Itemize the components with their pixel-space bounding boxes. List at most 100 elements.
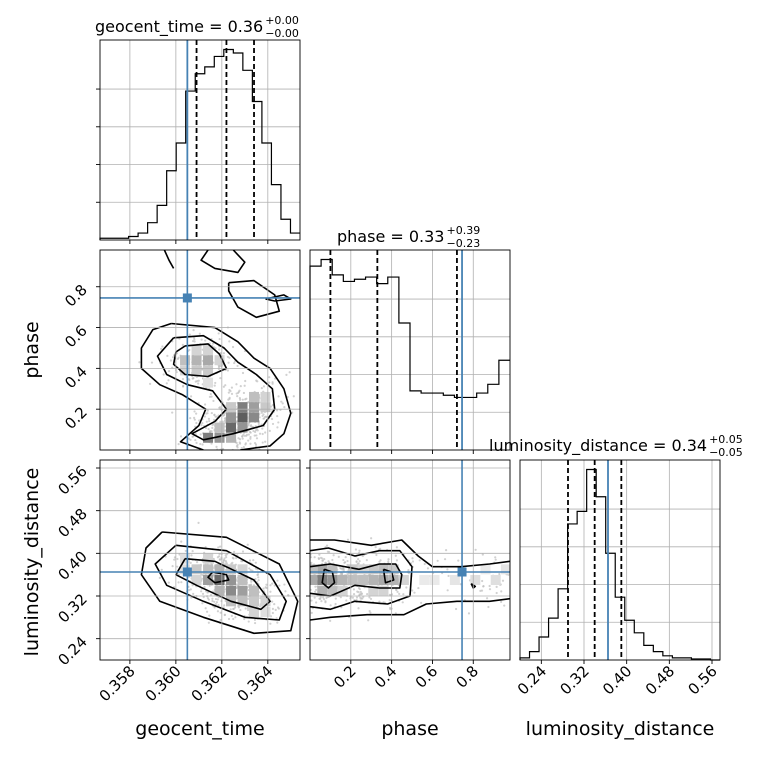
scatter-point — [331, 558, 334, 562]
scatter-point — [199, 433, 202, 436]
scatter-point — [319, 556, 323, 559]
scatter-point — [238, 389, 241, 392]
scatter-point — [357, 558, 360, 561]
contour-line — [140, 531, 299, 635]
density-cell — [368, 585, 379, 596]
scatter-point — [304, 568, 306, 570]
scatter-point — [268, 376, 271, 379]
scatter-point — [222, 452, 224, 454]
x-tick-label-luminosity_distance: 0.56 — [684, 662, 720, 698]
scatter-point — [273, 603, 276, 606]
scatter-point — [301, 573, 303, 575]
scatter-point — [223, 456, 225, 458]
scatter-point — [218, 337, 221, 341]
density-cell — [203, 575, 214, 585]
joint-inner — [285, 537, 528, 622]
scatter-point — [283, 583, 286, 586]
scatter-point — [444, 549, 448, 552]
density-cell — [203, 432, 214, 443]
scatter-point — [255, 434, 258, 437]
scatter-point — [498, 572, 501, 576]
scatter-point — [368, 609, 371, 613]
scatter-point — [138, 361, 141, 364]
scatter-point — [359, 596, 362, 599]
density-cell — [237, 402, 248, 413]
x-axis-label-phase: phase — [381, 718, 438, 740]
scatter-point — [277, 607, 281, 610]
scatter-point — [310, 556, 313, 559]
scatter-point — [351, 596, 354, 599]
scatter-point — [189, 417, 192, 420]
density-cell — [180, 553, 191, 564]
contour-line — [140, 322, 207, 450]
y-tick-label-phase: 0.6 — [61, 322, 91, 352]
scatter-point — [254, 561, 257, 564]
scatter-point — [285, 561, 287, 563]
scatter-point — [285, 373, 288, 376]
scatter-point — [271, 422, 275, 426]
scatter-point — [227, 391, 230, 394]
density-cell — [203, 345, 214, 355]
scatter-point — [239, 385, 242, 388]
scatter-point — [160, 568, 163, 571]
scatter-point — [166, 354, 169, 357]
scatter-point — [230, 562, 233, 565]
scatter-point — [510, 574, 512, 576]
scatter-point — [344, 556, 347, 559]
scatter-point — [221, 561, 225, 565]
density-cell — [237, 422, 248, 433]
scatter-point — [342, 558, 345, 562]
y-tick-label-phase: 0.4 — [61, 362, 91, 392]
scatter-point — [237, 606, 241, 609]
scatter-point — [271, 611, 274, 615]
scatter-point — [269, 584, 272, 587]
scatter-point — [503, 604, 506, 607]
contour-line — [156, 334, 276, 441]
scatter-point — [247, 422, 250, 425]
scatter-point — [315, 588, 318, 591]
density-cell — [214, 585, 225, 596]
density-cell — [226, 585, 237, 596]
scatter-point — [501, 579, 505, 582]
scatter-point — [216, 556, 219, 559]
scatter-point — [198, 332, 201, 335]
density-cell — [237, 575, 248, 585]
scatter-point — [264, 440, 267, 443]
scatter-point — [206, 412, 209, 415]
density-cell — [214, 575, 225, 585]
scatter-point — [268, 381, 271, 384]
scatter-point — [526, 538, 528, 540]
scatter-point — [228, 340, 231, 343]
contour-line — [310, 597, 510, 621]
scatter-point — [234, 606, 237, 609]
density-cell — [249, 596, 260, 607]
scatter-point — [252, 559, 255, 562]
scatter-point — [182, 384, 185, 387]
scatter-point — [302, 586, 304, 588]
scatter-point — [319, 596, 322, 599]
scatter-point — [216, 451, 218, 453]
scatter-point — [255, 379, 258, 382]
scatter-point — [387, 558, 390, 561]
contour-line — [172, 343, 228, 378]
contour-line — [310, 539, 510, 568]
density-cell — [249, 391, 260, 402]
scatter-point — [229, 390, 232, 393]
x-tick-label-phase: 0.6 — [412, 662, 442, 692]
scatter-point — [274, 608, 277, 611]
scatter-point — [325, 544, 329, 547]
hist-panel-geocent_time — [96, 39, 301, 244]
density-cell — [260, 391, 271, 402]
scatter-point — [244, 379, 247, 383]
scatter-point — [474, 548, 477, 551]
scatter-point — [239, 608, 242, 612]
scatter-point — [203, 585, 206, 589]
x-tick-label-luminosity_distance: 0.24 — [514, 662, 550, 698]
scatter-point — [352, 592, 356, 596]
x-tick-label-phase: 0.8 — [452, 662, 482, 692]
scatter-point — [261, 441, 264, 444]
scatter-point — [222, 385, 225, 388]
scatter-point — [321, 559, 324, 562]
scatter-point — [239, 398, 242, 401]
scatter-point — [214, 460, 216, 462]
